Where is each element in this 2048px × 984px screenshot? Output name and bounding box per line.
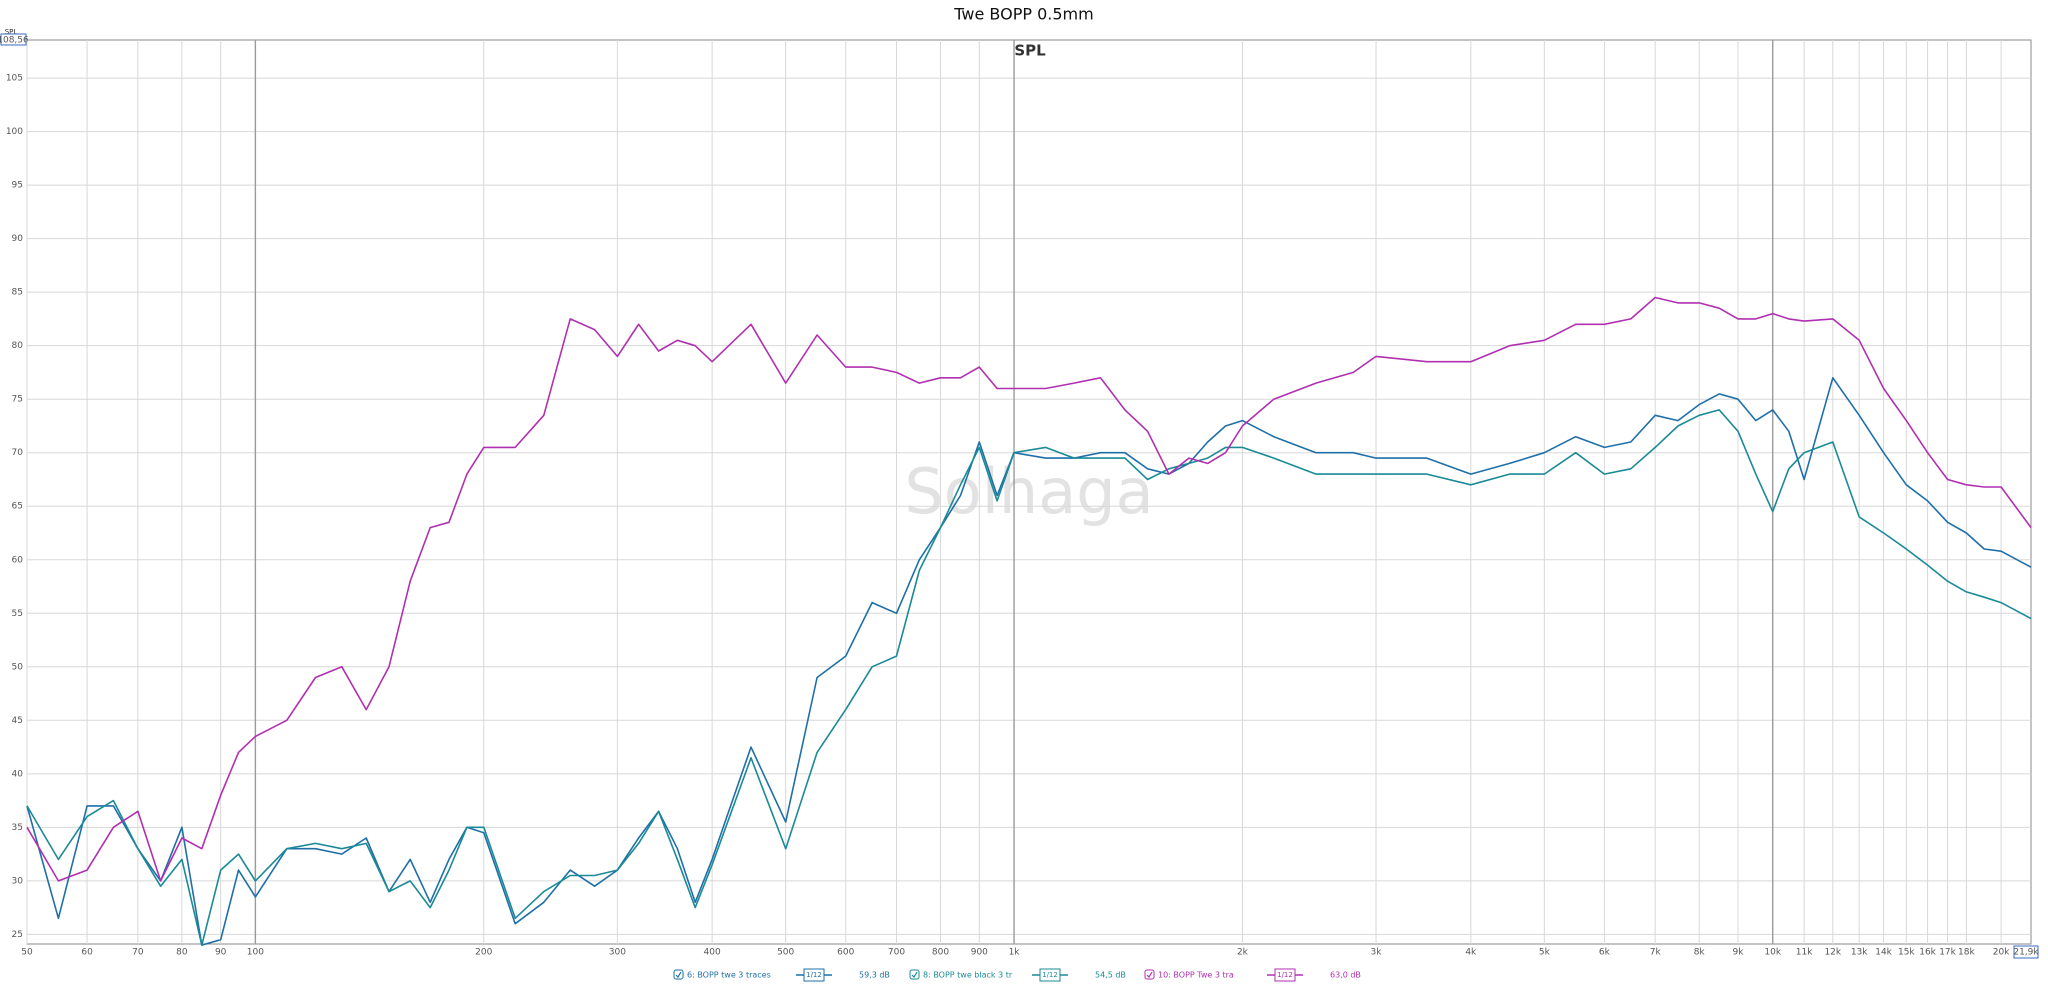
legend-smoothing-box — [803, 968, 825, 982]
x-tick-label: 7k — [1650, 948, 1662, 958]
x-tick-label: 16k — [1919, 948, 1936, 958]
x-tick-label: 15k — [1898, 948, 1915, 958]
legend-value: 54,5 dB — [1095, 971, 1126, 980]
x-tick-label: 500 — [777, 948, 794, 958]
x-tick-label: 4k — [1465, 948, 1477, 958]
x-tick-label: 20k — [1993, 948, 2010, 958]
y-tick-label: 80 — [12, 341, 24, 351]
legend-smoothing-box — [1274, 968, 1296, 982]
x-tick-label: 9k — [1733, 948, 1745, 958]
x-tick-label: 1k — [1009, 948, 1021, 958]
legend-smoothing: 1/12 — [1277, 971, 1293, 979]
legend-smoothing: 1/12 — [806, 971, 822, 979]
series-line — [26, 296, 2032, 882]
y-tick-label: 40 — [12, 769, 24, 779]
y-tick-label: 30 — [12, 876, 24, 886]
x-tick-label: 600 — [837, 948, 854, 958]
legend-label: 10: BOPP Twe 3 tra — [1158, 971, 1234, 980]
x-tick-label: 300 — [609, 948, 626, 958]
chart-title: Twe BOPP 0.5mm — [953, 5, 1093, 24]
x-limit-box — [2013, 945, 2039, 959]
y-tick-label: 95 — [12, 181, 23, 191]
x-tick-label: 12k — [1824, 948, 1841, 958]
x-tick-label: 8k — [1694, 948, 1706, 958]
legend-checkbox[interactable] — [1144, 969, 1155, 980]
legend-checkbox[interactable] — [909, 969, 920, 980]
legend-check — [675, 971, 682, 978]
x-tick-label: 14k — [1875, 948, 1892, 958]
y-tick-label: 100 — [6, 127, 23, 137]
x-tick-label: 11k — [1796, 948, 1813, 958]
x-tick-label: 5k — [1539, 948, 1551, 958]
x-tick-label: 50 — [21, 948, 33, 958]
y-tick-label: 55 — [12, 609, 23, 619]
x-tick-label: 13k — [1851, 948, 1868, 958]
chart-subtitle: SPL — [1014, 42, 1046, 60]
legend-value: 63,0 dB — [1330, 971, 1361, 980]
y-tick-label: 70 — [12, 448, 24, 458]
x-tick-label: 900 — [971, 948, 988, 958]
y-tick-label: 85 — [12, 288, 23, 298]
y-limit-box — [0, 33, 27, 46]
x-tick-label: 17k — [1939, 948, 1956, 958]
x-tick-label: 90 — [215, 948, 227, 958]
legend-smoothing: 1/12 — [1042, 971, 1058, 979]
y-tick-label: 60 — [12, 555, 24, 565]
legend-value: 59,3 dB — [859, 971, 890, 980]
y-tick-label: 90 — [12, 234, 24, 244]
x-tick-label: 80 — [176, 948, 188, 958]
legend-checkbox[interactable] — [673, 969, 684, 980]
y-tick-label: 75 — [12, 395, 23, 405]
x-tick-label: 18k — [1958, 948, 1975, 958]
y-tick-label: 25 — [12, 930, 23, 940]
legend-item: 8: BOPP twe black 3 tr 1/12 54,5 dB — [909, 968, 1126, 982]
x-tick-label: 21,9k — [2013, 948, 2039, 958]
y-tick-label: 35 — [12, 823, 23, 833]
y-tick-label: 105 — [6, 74, 23, 84]
x-tick-label: 60 — [81, 948, 93, 958]
watermark: Solhaga — [904, 455, 1153, 528]
legend-smoothing-box — [1039, 968, 1061, 982]
x-tick-label: 400 — [704, 948, 721, 958]
x-tick-label: 70 — [132, 948, 144, 958]
series-line — [26, 377, 2032, 946]
x-tick-label: 6k — [1599, 948, 1611, 958]
legend-label: 6: BOPP twe 3 traces — [687, 971, 771, 980]
legend-label: 8: BOPP twe black 3 tr — [923, 971, 1013, 980]
y-tick-label: 108,56 — [0, 36, 29, 46]
legend-item: 6: BOPP twe 3 traces 1/12 59,3 dB — [673, 968, 890, 982]
x-tick-label: 10k — [1764, 948, 1781, 958]
x-tick-label: 2k — [1237, 948, 1249, 958]
plot-area — [26, 39, 2032, 945]
y-tick-label: 65 — [12, 502, 23, 512]
x-tick-label: 3k — [1371, 948, 1383, 958]
x-tick-label: 200 — [475, 948, 492, 958]
legend-check — [1146, 971, 1153, 978]
y-axis-label: SPL — [5, 28, 18, 36]
x-tick-label: 800 — [932, 948, 949, 958]
legend-check — [911, 971, 918, 978]
x-tick-label: 100 — [247, 948, 264, 958]
y-tick-label: 50 — [12, 662, 24, 672]
legend-item: 10: BOPP Twe 3 tra 1/12 63,0 dB — [1144, 968, 1361, 982]
series-line — [26, 409, 2032, 946]
y-tick-label: 45 — [12, 716, 23, 726]
x-tick-label: 700 — [888, 948, 905, 958]
